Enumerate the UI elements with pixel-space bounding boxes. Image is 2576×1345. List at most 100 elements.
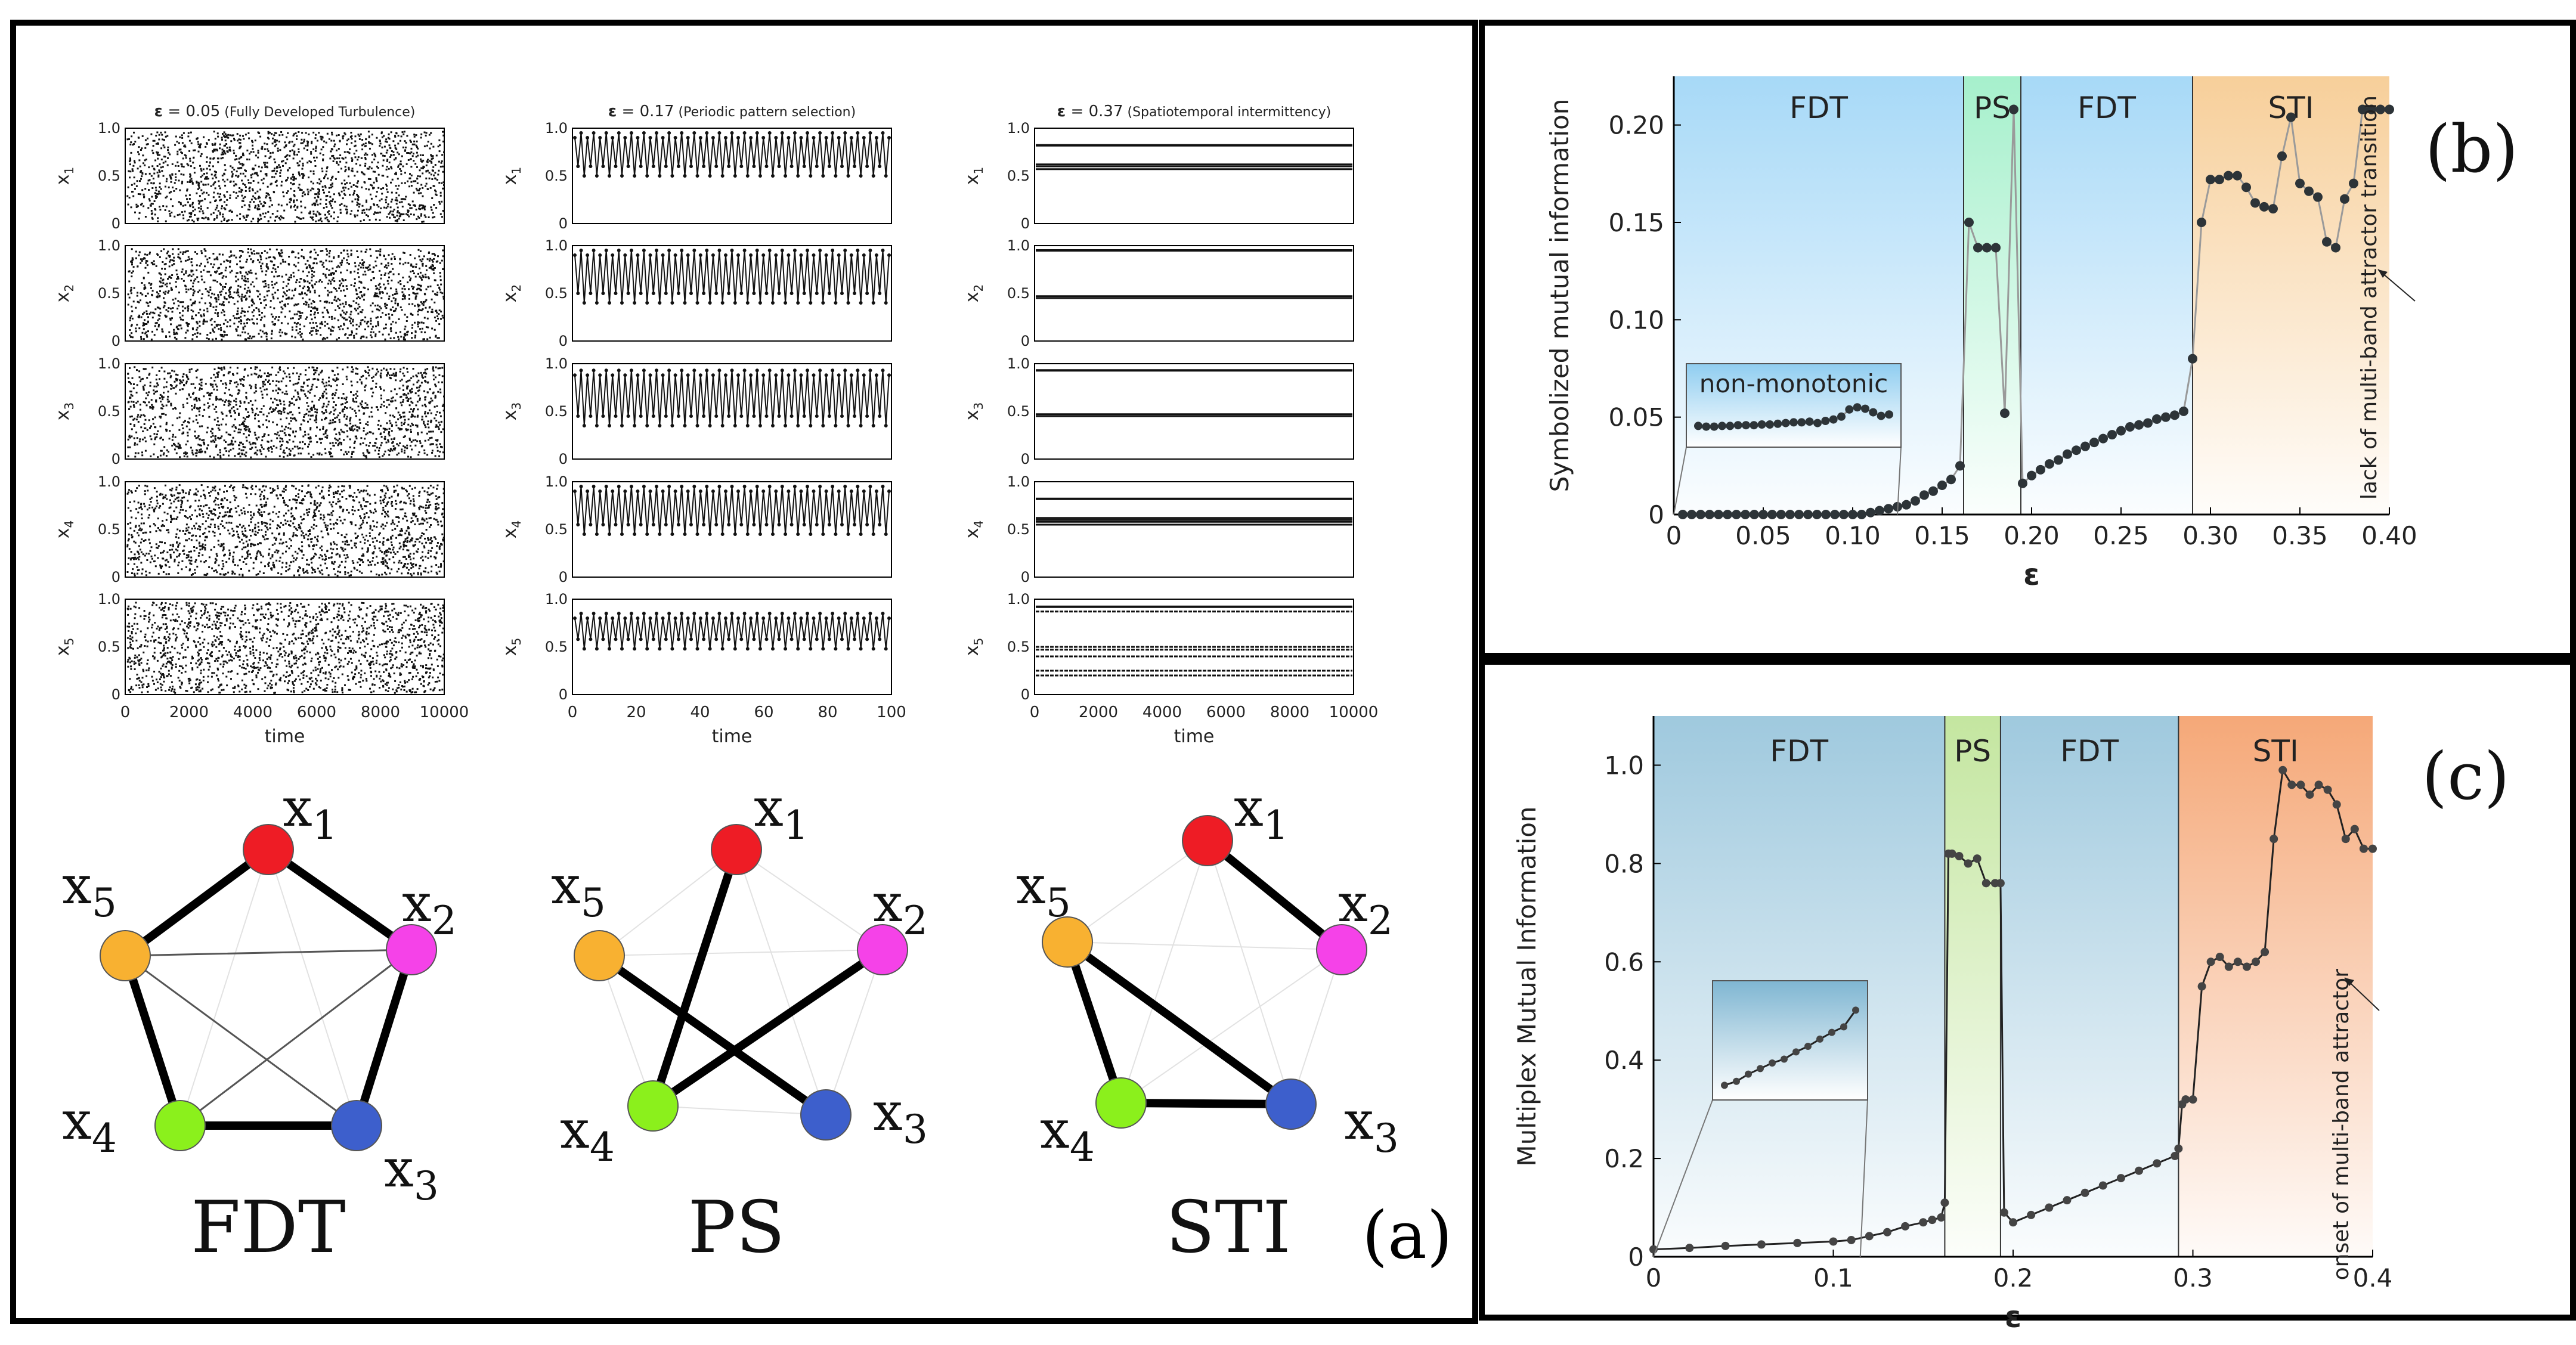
panel-a-figure: ε = 0.05 (Fully Developed Turbulence) 0 0.… <box>10 20 1478 1324</box>
chaotic-trajectory <box>127 366 445 458</box>
network-edge <box>268 849 357 1126</box>
region-band <box>1964 76 2021 515</box>
y-tick-label: 0 <box>1628 1242 1644 1272</box>
x-tick-label: 6000 <box>1206 704 1246 721</box>
data-point <box>1785 510 1795 519</box>
inset-point <box>1702 422 1711 431</box>
network-edge <box>1063 938 1125 1107</box>
series-letter: x <box>52 292 73 302</box>
data-point <box>2098 1181 2107 1190</box>
inset-point <box>1804 1043 1812 1050</box>
data-point <box>2242 962 2251 971</box>
series-index: 3 <box>971 402 986 410</box>
data-point <box>2116 426 2126 436</box>
x-tick-label: 0.35 <box>2272 521 2328 550</box>
y-axis-label: Symbolized mutual information <box>1545 99 1574 492</box>
x-tick-label: 0.25 <box>2093 521 2149 550</box>
inset-point <box>1813 419 1822 427</box>
x-tick-label: 0.2 <box>1993 1263 2033 1293</box>
node-label: x3 <box>873 1081 928 1152</box>
network-edge <box>1063 938 1295 1108</box>
series-index: 3 <box>62 402 76 410</box>
data-point <box>2188 354 2197 364</box>
network-node <box>1265 1079 1317 1130</box>
inset-point <box>1805 417 1814 426</box>
x-axis-label: time <box>1174 726 1215 747</box>
data-point <box>1928 1216 1937 1225</box>
data-point <box>1678 510 1688 519</box>
data-point <box>2268 204 2278 214</box>
node-label: x4 <box>560 1099 615 1170</box>
panel-a-frame <box>10 20 1478 1324</box>
node-label: x1 <box>1234 777 1289 848</box>
x-tick-label: 0 <box>120 704 131 721</box>
data-point <box>1857 510 1866 519</box>
y-tick-label: 1.0 <box>98 120 120 137</box>
network-edge <box>124 949 413 957</box>
data-point <box>1794 510 1804 519</box>
epsilon-symbol: ε <box>608 103 617 120</box>
node-label: x2 <box>873 872 928 944</box>
panel-c: FDT PS FDT STI 0 0.1 0.2 0.3 0.4 0 0.2 0.4 0.6 0.8 1.0… <box>1479 659 2576 1343</box>
panel-c-frame <box>1479 659 2576 1321</box>
data-point <box>2174 1144 2183 1153</box>
data-point <box>1839 510 1849 519</box>
y-tick-label: 0 <box>559 451 568 467</box>
panel-label: (c) <box>2422 738 2509 814</box>
series-letter: x <box>962 528 983 538</box>
data-point <box>2027 1210 2036 1219</box>
x-axis-label: time <box>265 726 305 747</box>
y-tick-label: 0 <box>559 333 568 349</box>
inset-point <box>1869 408 1878 417</box>
series-letter: x <box>52 174 73 185</box>
series-label: x3 <box>500 402 524 421</box>
node-label: x1 <box>754 777 809 848</box>
series-index: 5 <box>971 638 986 646</box>
inset-point <box>1781 419 1790 427</box>
y-tick-label: 0.5 <box>98 521 120 538</box>
data-point <box>2116 1174 2125 1183</box>
node-index: 1 <box>1264 802 1289 848</box>
y-tick-label: 0.5 <box>545 285 568 302</box>
node-index: 2 <box>432 898 457 944</box>
data-point <box>2323 785 2332 794</box>
node-label: x2 <box>1338 872 1393 944</box>
y-tick-label: 0.5 <box>98 168 120 184</box>
series-index: 5 <box>509 638 524 646</box>
node-letter: x <box>873 872 903 934</box>
y-tick-label: 1.0 <box>98 237 120 254</box>
region-label: FDT <box>2060 734 2119 768</box>
data-point <box>2241 182 2251 193</box>
x-tick-label: 0.20 <box>2004 521 2060 550</box>
data-point <box>2171 1151 2179 1160</box>
node-index: 5 <box>581 880 606 926</box>
data-point <box>2224 171 2233 181</box>
node-label: x2 <box>402 872 457 944</box>
node-label: x5 <box>62 854 117 926</box>
inset-point <box>1766 420 1774 429</box>
series-label: x2 <box>962 284 986 303</box>
series-label: x1 <box>962 167 986 185</box>
y-tick-label: 0.5 <box>1007 639 1030 655</box>
data-point <box>1812 510 1822 519</box>
inset-point <box>1750 421 1758 430</box>
x-tick-label: 0 <box>1666 521 1682 550</box>
network-node <box>800 1089 852 1141</box>
inset-point <box>1877 411 1885 420</box>
x-tick-label: 80 <box>818 704 837 721</box>
series-index: 4 <box>971 520 986 528</box>
timeseries-plot-2-5: 0 0.5 1.0 x5 0 20 40 60 80 100 time <box>500 591 906 747</box>
series-label: x4 <box>962 520 986 539</box>
data-point <box>2250 198 2260 208</box>
plot-frame <box>1034 481 1354 578</box>
periodic-samples <box>573 131 891 178</box>
multiplex-mutual-information-chart: FDT PS FDT STI 0 0.1 0.2 0.3 0.4 0 0.2 0.4 0.6 0.8 1.0… <box>1479 659 2576 1334</box>
data-point <box>1696 510 1705 519</box>
series-letter: x <box>500 528 521 538</box>
data-point <box>2161 412 2171 422</box>
x-tick-label: 0.15 <box>1914 521 1970 550</box>
network-edge <box>1067 941 1342 950</box>
data-point <box>2054 455 2063 465</box>
network-node <box>386 924 437 975</box>
